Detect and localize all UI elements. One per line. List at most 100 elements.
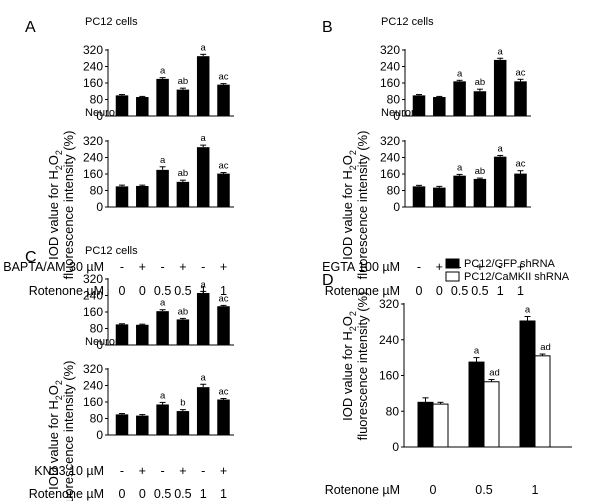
chart-c1-ytick-label: 80 <box>90 322 104 336</box>
chart-a2-annotation: ab <box>178 168 189 179</box>
rotenone-dose: 0 <box>119 284 126 298</box>
chart-b1-ytick-label: 160 <box>380 76 400 90</box>
subplot-title: Neurons <box>85 107 127 119</box>
chart-c1-ytick-label: 160 <box>83 305 103 319</box>
ytitle-subscript: 2 <box>54 150 64 155</box>
ytitle-subscript: 2 <box>348 311 358 316</box>
chart-c2-bar <box>156 404 169 435</box>
chart-b2-ytick-label: 160 <box>380 167 400 181</box>
chart-c2-ytick-label: 80 <box>90 412 104 426</box>
chart-d-bar <box>483 381 500 448</box>
chart-a1-annotation: a <box>201 42 207 53</box>
chart-a2-ytick-label: 0 <box>96 200 103 214</box>
y-axis-title-line1: IOD value for H2O2 <box>46 150 64 260</box>
chart-a1-bar <box>136 97 149 116</box>
chart-c1-bar <box>176 319 190 345</box>
treatment-sign: - <box>120 464 124 478</box>
subplot-title: PC12 cells <box>381 16 434 28</box>
chart-d-annotation: ad <box>489 368 500 379</box>
rotenone-label: Rotenone µM <box>29 487 104 501</box>
chart-c2-bar <box>176 411 190 435</box>
chart-b1-bar <box>514 81 527 116</box>
chart-a1-bar <box>176 89 190 116</box>
chart-b2-bar <box>453 175 466 207</box>
ytitle-subscript: 2 <box>348 150 358 155</box>
chart-a1-ytick-label: 320 <box>83 43 103 57</box>
panel-letter: B <box>322 19 333 36</box>
treatment-sign: - <box>201 260 205 274</box>
chart-a1-bar <box>217 84 230 116</box>
rotenone-dose: 0 <box>430 483 437 497</box>
chart-a2-ytick-label: 240 <box>83 151 103 165</box>
subplot-title: PC12 cells <box>85 245 138 257</box>
chart-b2-bar <box>514 173 527 207</box>
chart-c1-annotation: ab <box>178 306 189 317</box>
panel-letter: C <box>25 249 37 266</box>
chart-d-bar <box>432 403 449 448</box>
treatment-label: BAPTA/AM 30 µM <box>3 260 104 274</box>
chart-b1-ytick-label: 80 <box>387 93 401 107</box>
rotenone-dose: 0.5 <box>154 487 171 501</box>
rotenone-dose: 0.5 <box>174 284 191 298</box>
treatment-sign: + <box>220 260 227 274</box>
rotenone-dose: 0 <box>139 487 146 501</box>
y-axis-title-line2: fluorescence intensity (%) <box>61 131 76 280</box>
rotenone-dose: 1 <box>200 487 207 501</box>
chart-a2-ytick-label: 320 <box>83 134 103 148</box>
chart-c1-annotation: ac <box>218 293 228 304</box>
treatment-sign: - <box>458 260 462 274</box>
chart-a2-ytick-label: 80 <box>90 184 104 198</box>
chart-c1-bar <box>115 324 129 345</box>
rotenone-dose: 0 <box>119 487 126 501</box>
chart-b1-bar <box>412 95 426 116</box>
subplot-title: PC12 cells <box>85 16 138 28</box>
rotenone-dose: 0.5 <box>451 284 468 298</box>
treatment-sign: + <box>436 260 443 274</box>
chart-d-bar <box>534 355 551 448</box>
chart-c1-ytick-label: 0 <box>96 338 103 352</box>
rotenone-dose: 1 <box>220 284 227 298</box>
treatment-sign: + <box>517 260 524 274</box>
chart-b2-annotation: ab <box>475 166 486 177</box>
y-axis-title-line1: IOD value for H2O2 <box>340 150 358 260</box>
rotenone-label: Rotenone µM <box>29 284 104 298</box>
chart-b1-ytick-label: 240 <box>380 60 400 74</box>
chart-a1-bar <box>156 78 169 116</box>
rotenone-dose: 1 <box>497 284 504 298</box>
rotenone-dose: 0 <box>436 284 443 298</box>
chart-b1-annotation: a <box>498 46 504 57</box>
chart-a2-bar <box>115 186 129 207</box>
y-axis-title-line1: IOD value for H2O2 <box>46 380 64 490</box>
chart-c2-annotation: ac <box>218 386 228 397</box>
ytitle-text: O <box>340 316 355 326</box>
chart-a1-annotation: a <box>160 66 166 77</box>
chart-c1-annotation: a <box>201 279 207 290</box>
y-axis-title-line2: fluorescence intensity (%) <box>355 131 370 280</box>
chart-a2-bar <box>136 185 149 207</box>
chart-a2-annotation: ac <box>218 161 228 172</box>
chart-a1-ytick-label: 80 <box>90 93 104 107</box>
chart-b1-bar <box>453 81 466 116</box>
y-axis-title-line2: fluorescence intensity (%) <box>61 361 76 501</box>
ytitle-subscript: 2 <box>54 380 64 385</box>
panel-letter: D <box>322 272 334 289</box>
chart-d-ytick-label: 240 <box>379 333 399 347</box>
legend-swatch <box>445 258 460 269</box>
chart-d-annotation: ad <box>540 342 551 353</box>
ytitle-text: IOD value for H <box>46 400 61 490</box>
treatment-label: EGTA 100 µM <box>322 260 400 274</box>
chart-b1-ytick-label: 320 <box>380 43 400 57</box>
ytitle-subscript: 2 <box>348 165 358 170</box>
ytitle-text: IOD value for H <box>46 170 61 260</box>
treatment-sign: + <box>476 260 483 274</box>
chart-a2-annotation: a <box>160 155 166 166</box>
treatment-label: KN93 10 µM <box>34 464 104 478</box>
chart-d-bar <box>417 401 434 448</box>
chart-a2-bar <box>217 173 230 207</box>
chart-b1-annotation: ab <box>475 77 486 88</box>
chart-a1-annotation: ac <box>218 72 228 83</box>
ytitle-subscript: 2 <box>348 326 358 331</box>
